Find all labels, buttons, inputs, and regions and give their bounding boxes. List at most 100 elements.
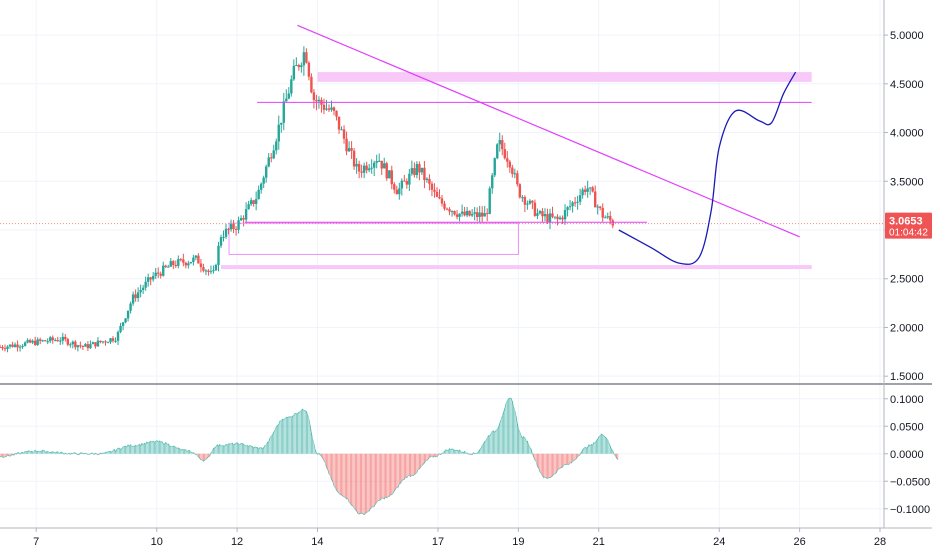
candle-up	[124, 318, 127, 323]
candle-down	[501, 140, 504, 150]
candle-up	[222, 236, 225, 238]
candle-up	[285, 98, 288, 102]
candle-down	[601, 207, 604, 218]
candle-up	[217, 245, 220, 265]
candle-down	[475, 212, 479, 217]
price-tick-label: 1.5000	[890, 371, 924, 383]
candle-down	[81, 345, 85, 347]
candle-down	[16, 344, 19, 348]
candle-up	[265, 166, 268, 178]
candle-down	[297, 65, 301, 68]
candle-series	[0, 46, 614, 353]
candle-down	[94, 342, 97, 347]
candle-down	[28, 340, 32, 343]
candle-down	[480, 212, 484, 217]
candle-up	[317, 99, 321, 102]
candle-down	[345, 138, 348, 152]
candle-down	[310, 76, 313, 93]
candle-up	[347, 148, 351, 152]
candle-down	[430, 183, 434, 190]
candle-up	[146, 277, 150, 282]
candle-down	[541, 211, 544, 217]
candle-up	[586, 188, 589, 192]
candle-down	[337, 116, 341, 130]
candle-up	[576, 201, 579, 203]
candle-up	[116, 331, 120, 341]
candle-down	[611, 220, 614, 226]
candle-down	[453, 211, 456, 215]
time-tick-label: 28	[874, 536, 886, 548]
candle-up	[26, 340, 29, 343]
candle-up	[204, 270, 208, 272]
candle-up	[126, 310, 130, 319]
candle-up	[498, 140, 501, 145]
candle-up	[302, 52, 306, 66]
candle-up	[139, 289, 142, 293]
candle-up	[151, 275, 155, 280]
candle-up	[596, 206, 599, 208]
candle-up	[244, 209, 248, 220]
time-tick-label: 26	[793, 536, 805, 548]
candle-down	[104, 341, 107, 343]
osc-tick-label: 0.1000	[890, 394, 924, 406]
candle-up	[378, 160, 381, 162]
candle-up	[76, 345, 80, 348]
candle-up	[460, 211, 464, 214]
current-price-label: 3.0653	[889, 216, 923, 228]
candle-down	[342, 129, 346, 139]
candle-down	[583, 189, 587, 192]
candle-down	[523, 197, 527, 205]
candle-up	[325, 108, 328, 110]
candle-up	[355, 163, 358, 167]
candle-up	[277, 124, 280, 142]
candle-up	[267, 157, 270, 167]
candle-down	[327, 108, 331, 110]
time-tick-label: 21	[593, 536, 605, 548]
candle-up	[89, 344, 92, 349]
candle-down	[593, 191, 597, 208]
candle-down	[435, 191, 439, 197]
candle-down	[486, 213, 489, 215]
candle-up	[282, 101, 285, 123]
candle-up	[229, 223, 233, 230]
time-tick-label: 24	[713, 536, 725, 548]
candle-up	[169, 261, 172, 267]
candle-up	[491, 175, 494, 189]
candle-up	[129, 303, 132, 311]
candle-up	[458, 213, 461, 217]
candle-down	[270, 157, 273, 159]
candle-down	[455, 214, 459, 217]
candle-down	[573, 202, 577, 204]
candle-down	[516, 173, 519, 185]
candle-down	[51, 337, 54, 341]
candle-down	[599, 206, 602, 208]
candle-up	[136, 292, 140, 299]
osc-tick-label: 0.0500	[890, 421, 924, 433]
candle-up	[536, 213, 539, 216]
candle-up	[400, 180, 404, 189]
time-tick-label: 7	[33, 536, 39, 548]
candle-down	[433, 189, 436, 192]
candle-up	[259, 183, 263, 190]
candle-up	[23, 342, 27, 346]
range-box	[228, 222, 519, 255]
candle-down	[159, 273, 162, 276]
oscillator-series	[0, 397, 619, 516]
candle-up	[106, 342, 110, 344]
candle-up	[101, 341, 105, 343]
candle-down	[0, 346, 2, 348]
candle-down	[149, 277, 152, 280]
candle-down	[232, 223, 235, 230]
candle-down	[234, 229, 238, 231]
candle-up	[470, 213, 474, 216]
candle-up	[488, 188, 491, 214]
candle-up	[214, 264, 218, 271]
resistance-zone	[317, 72, 812, 82]
candle-up	[606, 216, 609, 218]
time-tick-label: 17	[432, 536, 444, 548]
candle-up	[154, 272, 157, 276]
candle-up	[330, 107, 333, 110]
candle-down	[197, 255, 200, 264]
